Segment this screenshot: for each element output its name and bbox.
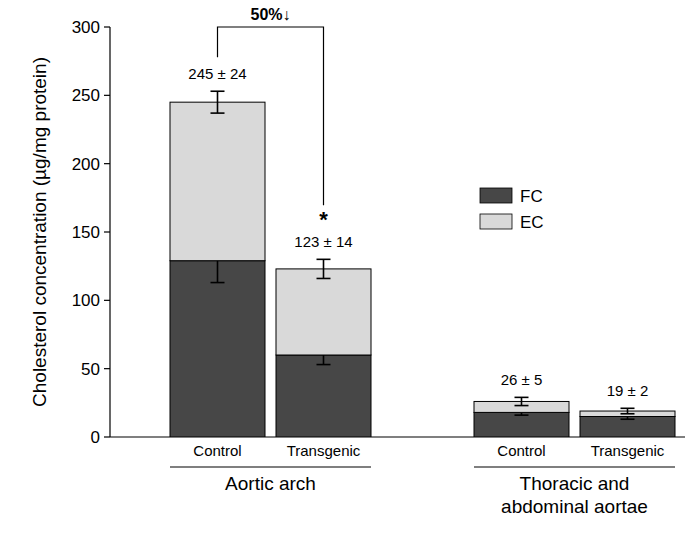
y-tick-label: 100 bbox=[72, 291, 100, 310]
significance-marker: * bbox=[319, 207, 328, 232]
group-underline bbox=[170, 466, 371, 467]
error-bar-cap bbox=[211, 282, 225, 284]
category-label: Control bbox=[193, 442, 241, 459]
group-label-line: abdominal aortae bbox=[501, 496, 648, 517]
total-label: 123 ± 14 bbox=[294, 233, 352, 250]
y-tick bbox=[104, 368, 110, 369]
y-tick-label: 250 bbox=[72, 86, 100, 105]
error-bar-cap bbox=[317, 278, 331, 280]
total-label: 245 ± 24 bbox=[188, 65, 246, 82]
y-tick-label: 300 bbox=[72, 18, 100, 37]
legend-label: EC bbox=[520, 213, 544, 232]
group-underline bbox=[474, 466, 675, 467]
error-bar-stem bbox=[323, 259, 325, 278]
y-tick bbox=[104, 436, 110, 437]
y-tick bbox=[104, 163, 110, 164]
bar-segment bbox=[580, 417, 675, 438]
error-bar-stem bbox=[217, 91, 219, 113]
y-axis-label: Cholesterol concentration (µg/mg protein… bbox=[29, 57, 50, 407]
group-label-line: Aortic arch bbox=[225, 473, 316, 494]
bar-segment bbox=[474, 412, 569, 437]
bar-segment bbox=[276, 269, 371, 355]
error-bar-cap bbox=[621, 413, 635, 415]
error-bar-cap bbox=[515, 397, 529, 399]
bars bbox=[170, 91, 675, 437]
error-bar bbox=[211, 91, 225, 113]
chart: 0 50 100 150 200 250 300 Cholesterol concentrat… bbox=[0, 0, 700, 534]
y-tick bbox=[104, 26, 110, 27]
total-label: 19 ± 2 bbox=[607, 382, 649, 399]
error-bar-cap bbox=[317, 259, 331, 261]
category-label: Transgenic bbox=[287, 442, 361, 459]
error-bar-stem bbox=[627, 408, 629, 413]
comparison-label: 50%↓ bbox=[250, 6, 290, 23]
error-bar-stem bbox=[521, 397, 523, 405]
error-bar-cap bbox=[515, 405, 529, 407]
legend-label: FC bbox=[520, 187, 543, 206]
legend-swatch bbox=[480, 214, 512, 229]
error-bar bbox=[621, 408, 635, 413]
error-bar-cap bbox=[211, 112, 225, 114]
y-tick-label: 200 bbox=[72, 155, 100, 174]
y-tick bbox=[104, 95, 110, 96]
group-label: Thoracic andabdominal aortae bbox=[501, 473, 648, 517]
bar-segment bbox=[276, 355, 371, 437]
y-tick bbox=[104, 231, 110, 232]
bar-segment bbox=[170, 261, 265, 437]
error-bar-cap bbox=[621, 418, 635, 420]
bar-segment bbox=[170, 102, 265, 261]
error-bar-cap bbox=[621, 413, 635, 415]
y-tick-label: 50 bbox=[81, 360, 100, 379]
category-label: Transgenic bbox=[591, 442, 665, 459]
legend-swatch bbox=[480, 188, 512, 203]
group-label: Aortic arch bbox=[225, 473, 316, 494]
error-bar-cap bbox=[211, 90, 225, 92]
y-tick-label: 150 bbox=[72, 223, 100, 242]
error-bar-cap bbox=[515, 414, 529, 416]
group-label-line: Thoracic and bbox=[520, 473, 630, 494]
error-bar bbox=[317, 259, 331, 278]
error-bar-cap bbox=[317, 364, 331, 366]
comparison-bracket bbox=[218, 27, 324, 205]
total-label: 26 ± 5 bbox=[501, 371, 543, 388]
category-label: Control bbox=[497, 442, 545, 459]
y-tick bbox=[104, 300, 110, 301]
y-tick-label: 0 bbox=[91, 428, 100, 447]
error-bar bbox=[515, 397, 529, 405]
error-bar-cap bbox=[621, 407, 635, 409]
